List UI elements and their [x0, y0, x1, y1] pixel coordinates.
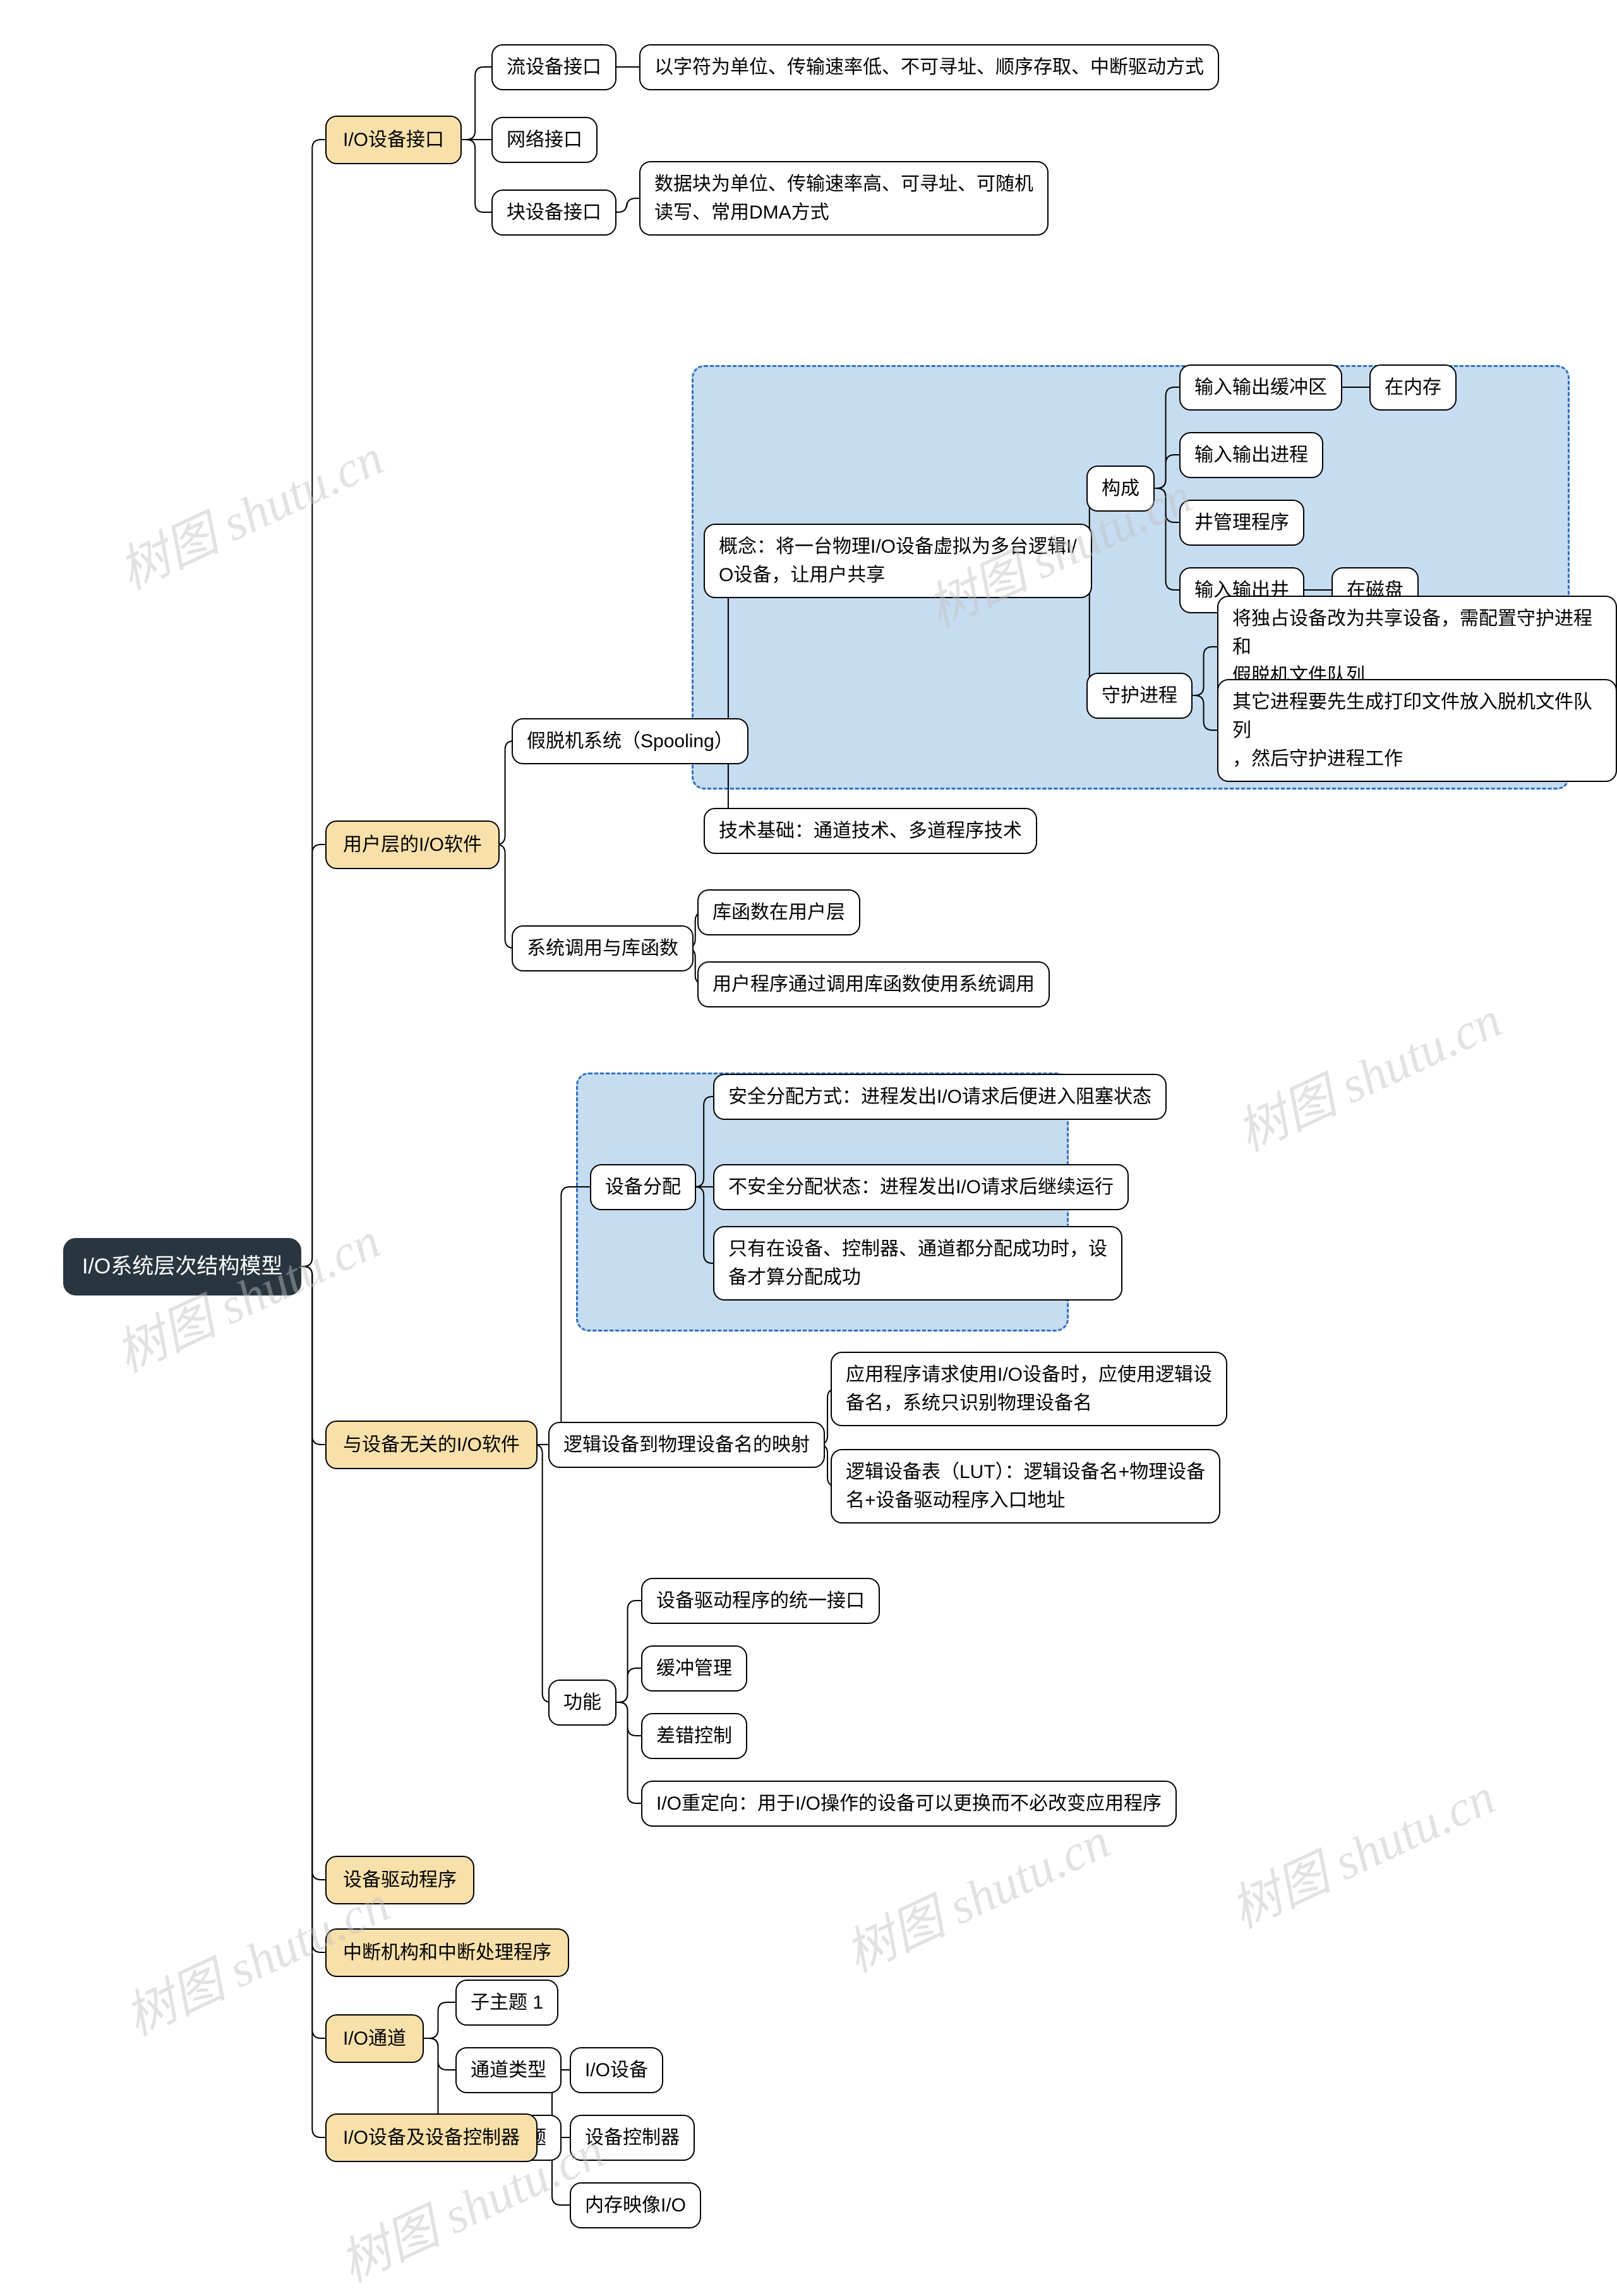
mindmap-node-n3a1: 安全分配方式：进程发出I/O请求后便进入阻塞状态: [713, 1074, 1167, 1120]
mindmap-node-n3b: 逻辑设备到物理设备名的映射: [548, 1422, 825, 1468]
mindmap-node-n3a3: 只有在设备、控制器、通道都分配成功时，设 备才算分配成功: [713, 1226, 1122, 1301]
mindmap-node-n2b1: 库函数在用户层: [697, 889, 860, 935]
mindmap-node-n2a1: 概念：将一台物理I/O设备虚拟为多台逻辑I/ O设备，让用户共享: [704, 524, 1092, 598]
mindmap-node-n7: I/O设备及设备控制器: [325, 2113, 538, 2162]
mindmap-node-n2a1a3: 井管理程序: [1179, 500, 1304, 546]
mindmap-node-n2b2: 用户程序通过调用库函数使用系统调用: [697, 961, 1050, 1007]
mindmap-node-n3c3: 差错控制: [641, 1713, 747, 1759]
mindmap-node-n3c: 功能: [548, 1680, 616, 1726]
mindmap-node-n2b: 系统调用与库函数: [512, 925, 694, 971]
mindmap-node-root: I/O系统层次结构模型: [63, 1238, 301, 1295]
mindmap-node-n2a1a1: 输入输出缓冲区: [1179, 364, 1342, 411]
mindmap-node-n1c: 块设备接口: [491, 189, 616, 236]
mindmap-node-n3a2: 不安全分配状态：进程发出I/O请求后继续运行: [713, 1164, 1129, 1210]
mindmap-node-n6b: 通道类型: [455, 2047, 562, 2093]
mindmap-node-n2a1b2: 其它进程要先生成打印文件放入脱机文件队列 ，然后守护进程工作: [1217, 679, 1617, 782]
mindmap-node-n1a1: 以字符为单位、传输速率低、不可寻址、顺序存取、中断驱动方式: [639, 44, 1219, 90]
mindmap-node-n2a1a1a: 在内存: [1369, 364, 1457, 411]
mindmap-node-n2a2: 技术基础：通道技术、多道程序技术: [704, 808, 1037, 854]
mindmap-node-n3c4: I/O重定向：用于I/O操作的设备可以更换而不必改变应用程序: [641, 1781, 1177, 1827]
mindmap-node-n1a: 流设备接口: [491, 44, 616, 90]
mindmap-node-n6: I/O通道: [325, 2014, 424, 2063]
mindmap-node-n3b1: 应用程序请求使用I/O设备时，应使用逻辑设 备名，系统只识别物理设备名: [831, 1352, 1227, 1426]
mindmap-node-n3a: 设备分配: [590, 1164, 696, 1210]
mindmap-node-n2a: 假脱机系统（Spooling）: [512, 718, 748, 764]
mindmap-node-n7c: 内存映像I/O: [570, 2182, 701, 2228]
mindmap-node-n1c1: 数据块为单位、传输速率高、可寻址、可随机 读写、常用DMA方式: [639, 161, 1049, 236]
mindmap-node-n7b: 设备控制器: [570, 2115, 695, 2161]
mindmap-node-n3c1: 设备驱动程序的统一接口: [641, 1578, 880, 1624]
mindmap-node-n3: 与设备无关的I/O软件: [325, 1421, 538, 1469]
mindmap-node-n3b2: 逻辑设备表（LUT）：逻辑设备名+物理设备 名+设备驱动程序入口地址: [831, 1449, 1220, 1524]
mindmap-node-n1: I/O设备接口: [325, 116, 462, 164]
mindmap-node-n7a: I/O设备: [570, 2047, 663, 2093]
mindmap-node-n1b: 网络接口: [491, 117, 598, 163]
mindmap-node-n2a1a2: 输入输出进程: [1179, 432, 1323, 478]
mindmap-node-n6a: 子主题 1: [455, 1980, 558, 2026]
mindmap-node-n2a1b: 守护进程: [1086, 673, 1193, 719]
mindmap-node-n4: 设备驱动程序: [325, 1856, 474, 1904]
mindmap-node-n3c2: 缓冲管理: [641, 1645, 747, 1692]
mindmap-node-n2a1a: 构成: [1086, 466, 1155, 512]
mindmap-node-n2: 用户层的I/O软件: [325, 820, 500, 869]
mindmap-node-n5: 中断机构和中断处理程序: [325, 1928, 569, 1977]
